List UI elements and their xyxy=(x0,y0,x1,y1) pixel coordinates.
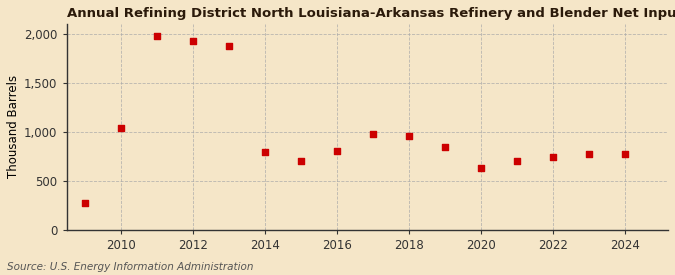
Point xyxy=(620,152,630,156)
Point xyxy=(547,154,558,159)
Point xyxy=(475,166,486,170)
Text: Source: U.S. Energy Information Administration: Source: U.S. Energy Information Administ… xyxy=(7,262,253,272)
Point xyxy=(512,159,522,163)
Text: Annual Refining District North Louisiana-Arkansas Refinery and Blender Net Input: Annual Refining District North Louisiana… xyxy=(67,7,675,20)
Point xyxy=(151,34,162,38)
Y-axis label: Thousand Barrels: Thousand Barrels xyxy=(7,75,20,178)
Point xyxy=(259,150,270,154)
Point xyxy=(367,132,378,136)
Point xyxy=(79,201,90,205)
Point xyxy=(187,39,198,43)
Point xyxy=(403,133,414,138)
Point xyxy=(583,152,594,156)
Point xyxy=(115,125,126,130)
Point xyxy=(331,149,342,153)
Point xyxy=(223,44,234,48)
Point xyxy=(295,159,306,163)
Point xyxy=(439,145,450,150)
